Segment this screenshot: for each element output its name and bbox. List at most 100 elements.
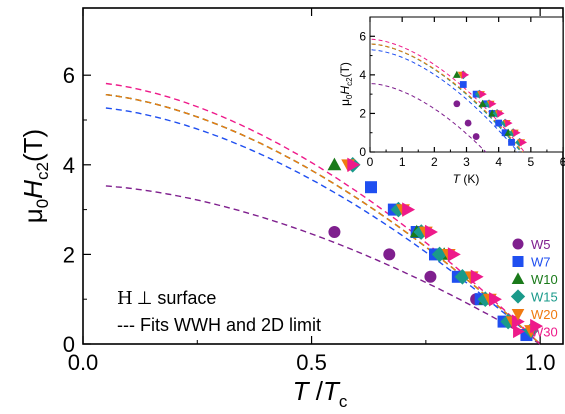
inset-x-tick-label: 6 bbox=[560, 155, 565, 169]
data-point-w7 bbox=[365, 181, 377, 194]
inset-y-tick-label: 4 bbox=[359, 68, 366, 82]
data-point-w10 bbox=[327, 157, 342, 171]
main-x-tick-label: 0.5 bbox=[296, 350, 327, 375]
inset-y-title-sub0: 0 bbox=[345, 94, 354, 99]
x-axis-title-slash: / bbox=[309, 376, 324, 406]
inset-data-point-w5 bbox=[472, 133, 480, 140]
inset-data-point-w7 bbox=[501, 129, 509, 137]
main-y-tick-label: 0 bbox=[63, 332, 75, 357]
inset-data-point-w30 bbox=[505, 118, 513, 128]
legend-marker-w15 bbox=[510, 289, 526, 304]
legend-label-w30: W30 bbox=[531, 325, 558, 340]
legend-label-w7: W7 bbox=[531, 255, 551, 270]
inset-x-tick-label: 3 bbox=[463, 155, 470, 169]
y-axis-title-var: H bbox=[18, 180, 48, 199]
inset-y-axis-title: μ0Hc2(T) bbox=[338, 62, 354, 106]
inset-data-point-w7 bbox=[459, 81, 467, 88]
fit-curve-w30 bbox=[105, 82, 541, 345]
inset-data-point-w5 bbox=[453, 100, 461, 108]
main-x-tick-label: 1.0 bbox=[525, 350, 556, 375]
data-point-w30 bbox=[447, 247, 461, 262]
annotation-surface-text: surface bbox=[152, 288, 216, 308]
main-x-axis-title: T /Tc bbox=[293, 376, 348, 411]
inset-x-title-var: T bbox=[453, 172, 462, 186]
main-x-tick-label: 0.0 bbox=[68, 350, 99, 375]
inset-x-tick-label: 1 bbox=[399, 155, 406, 169]
inset-axis-ticks: 0 1 2 3 4 5 6 0 2 4 6 bbox=[359, 17, 565, 169]
fit-curve-w20 bbox=[105, 94, 541, 345]
data-point-w5 bbox=[328, 226, 341, 238]
data-point-w15 bbox=[477, 291, 494, 307]
main-axis-ticks: 0.0 0.5 1.0 0 2 4 6 bbox=[63, 8, 556, 375]
y-axis-title-sub: c2 bbox=[33, 162, 52, 180]
inset-x-title-unit: (K) bbox=[460, 172, 479, 186]
inset-data-points bbox=[452, 70, 528, 147]
fit-curve-w7 bbox=[105, 107, 541, 345]
data-point-w30 bbox=[530, 318, 544, 334]
inset-y-tick-label: 6 bbox=[359, 29, 366, 43]
legend-label-w15: W15 bbox=[531, 290, 558, 305]
y-axis-title-mu: μ bbox=[18, 208, 48, 223]
x-axis-title-sub: c bbox=[339, 392, 348, 411]
legend-label-w20: W20 bbox=[531, 307, 558, 322]
inset-y-title-var: H bbox=[338, 86, 352, 95]
inset-x-tick-label: 4 bbox=[495, 155, 502, 169]
x-axis-title-var2: T bbox=[323, 376, 341, 406]
legend-marker-w7 bbox=[512, 256, 524, 267]
legend-marker-w5 bbox=[512, 238, 524, 250]
legend-label-w5: W5 bbox=[531, 237, 551, 252]
inset-data-point-w30 bbox=[489, 99, 497, 108]
inset-y-title-unit: (T) bbox=[338, 62, 352, 77]
inset-data-point-w10 bbox=[452, 70, 461, 78]
data-point-w5 bbox=[424, 270, 437, 283]
inset-x-tick-label: 0 bbox=[367, 155, 374, 169]
main-y-axis-title: μ0Hc2(T) bbox=[18, 129, 52, 223]
legend-marker-w30 bbox=[513, 324, 525, 339]
inset-data-point-w7 bbox=[495, 119, 503, 127]
data-point-w30 bbox=[402, 202, 416, 217]
legend-marker-w10 bbox=[511, 272, 525, 284]
data-point-w30 bbox=[489, 292, 502, 307]
data-point-w15 bbox=[390, 201, 407, 218]
legend-label-w10: W10 bbox=[531, 272, 558, 287]
annotation-h-symbol: H bbox=[117, 288, 133, 309]
inset-data-point-w30 bbox=[479, 90, 487, 99]
inset-x-axis-title: T (K) bbox=[453, 172, 480, 186]
annotation-fits: --- Fits WWH and 2D limit bbox=[117, 315, 321, 335]
data-point-w30 bbox=[347, 157, 361, 172]
main-y-tick-label: 6 bbox=[63, 63, 75, 88]
inset-y-title-mu: μ bbox=[338, 99, 352, 106]
data-point-w5 bbox=[383, 248, 396, 261]
main-data-points bbox=[327, 157, 544, 342]
inset-fit-curve-w7 bbox=[371, 49, 519, 153]
annotation-perp-symbol: ⊥ bbox=[137, 288, 153, 308]
legend-marker-w20 bbox=[511, 309, 525, 321]
y-axis-title-unit: (T) bbox=[18, 129, 48, 162]
main-plot-frame bbox=[82, 7, 564, 345]
inset-data-point-w7 bbox=[508, 138, 515, 146]
inset-data-point-w30 bbox=[519, 138, 528, 147]
main-fit-curves bbox=[105, 82, 541, 345]
main-y-tick-label: 2 bbox=[63, 242, 75, 267]
fit-curve-w5 bbox=[105, 185, 541, 345]
inset-y-tick-label: 0 bbox=[359, 145, 366, 159]
inset-data-point-w30 bbox=[497, 109, 505, 118]
inset-y-title-sub: c2 bbox=[345, 77, 354, 86]
inset-data-point-w30 bbox=[461, 70, 470, 79]
data-point-w30 bbox=[425, 224, 438, 240]
x-axis-title-var: T bbox=[293, 376, 311, 406]
data-point-w15 bbox=[413, 224, 430, 240]
annotation-field-orientation: H ⊥ surface bbox=[117, 288, 216, 309]
y-axis-title-sub0: 0 bbox=[33, 199, 52, 208]
inset-x-tick-label: 5 bbox=[527, 155, 534, 169]
inset-data-point-w5 bbox=[464, 119, 472, 127]
inset-data-point-w10 bbox=[478, 99, 487, 107]
inset-data-point-w30 bbox=[513, 128, 521, 137]
inset-y-tick-label: 2 bbox=[359, 106, 366, 120]
data-point-w30 bbox=[511, 314, 525, 329]
data-point-w15 bbox=[454, 269, 471, 285]
inset-x-tick-label: 2 bbox=[431, 155, 438, 169]
